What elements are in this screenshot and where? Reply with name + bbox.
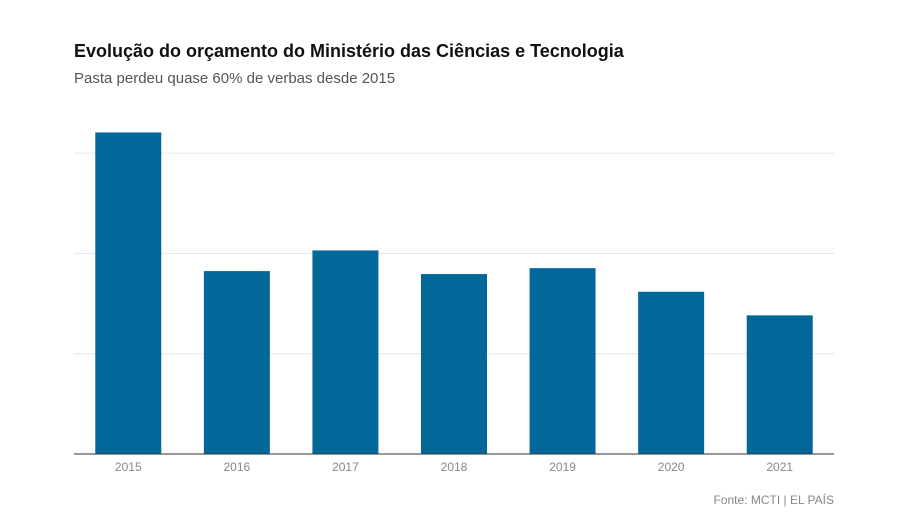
x-tick-label-2015: 2015 xyxy=(115,460,142,474)
bar-2016 xyxy=(203,271,270,454)
bar-2017 xyxy=(312,250,379,454)
bar-2020 xyxy=(638,291,705,454)
x-tick-label-2018: 2018 xyxy=(441,460,468,474)
bar-2015 xyxy=(95,132,162,454)
chart-subtitle: Pasta perdeu quase 60% de verbas desde 2… xyxy=(74,70,396,87)
x-tick-label-2016: 2016 xyxy=(224,460,251,474)
bar-2019 xyxy=(529,268,596,454)
chart-title: Evolução do orçamento do Ministério das … xyxy=(74,41,624,61)
x-tick-label-2017: 2017 xyxy=(332,460,359,474)
x-tick-label-2021: 2021 xyxy=(766,460,793,474)
x-tick-label-2020: 2020 xyxy=(658,460,685,474)
source-note: Fonte: MCTI | EL PAÍS xyxy=(713,493,835,507)
bar-2018 xyxy=(421,274,487,454)
bars xyxy=(95,132,813,454)
bar-2021 xyxy=(746,315,813,454)
x-tick-labels: 2015 2016 2017 2018 2019 2020 2021 xyxy=(115,460,793,474)
x-tick-label-2019: 2019 xyxy=(549,460,576,474)
